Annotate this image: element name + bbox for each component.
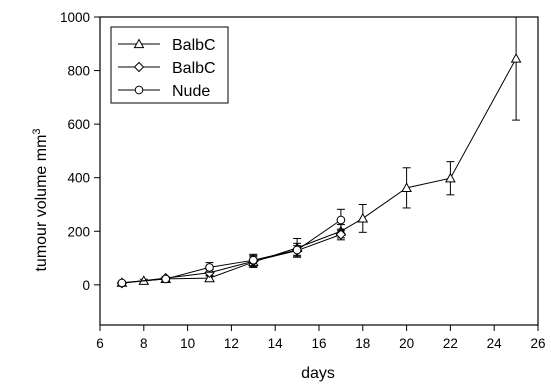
x-tick-label: 10 — [180, 336, 195, 351]
data-point — [117, 278, 127, 288]
data-marks — [116, 17, 522, 289]
y-axis-label-text: tumour volume mm — [33, 135, 50, 272]
x-tick-label: 12 — [224, 336, 239, 351]
x-tick-label: 22 — [443, 336, 458, 351]
data-point — [357, 212, 369, 223]
legend-label: Nude — [172, 83, 210, 100]
data-point — [445, 172, 456, 183]
legend-label: BalbC — [172, 37, 216, 54]
legend-item-circle: Nude — [118, 83, 210, 100]
x-tick-label: 6 — [96, 336, 104, 351]
data-point — [205, 263, 214, 272]
axis-ticks: 6 8 10 12 14 16 18 20 22 24 26 0 200 400 600 800 1000 — [60, 10, 546, 351]
x-tick-label: 26 — [530, 336, 545, 351]
series-line — [121, 219, 342, 284]
y-tick-label: 800 — [67, 64, 90, 79]
series-circle — [117, 208, 346, 288]
legend: BalbC BalbC Nude — [110, 26, 229, 104]
y-tick-label: 200 — [67, 224, 90, 239]
y-tick-label: 600 — [67, 117, 90, 132]
legend-marker — [133, 38, 145, 49]
x-tick-label: 20 — [399, 336, 414, 351]
y-tick-label: 400 — [67, 171, 90, 186]
series-line — [121, 234, 342, 284]
x-tick-label: 16 — [311, 336, 326, 351]
x-tick-label: 14 — [268, 336, 284, 351]
data-point — [248, 255, 258, 265]
data-point — [510, 52, 522, 63]
x-tick-label: 24 — [487, 336, 503, 351]
legend-label: BalbC — [172, 60, 216, 77]
legend-marker — [134, 85, 144, 95]
data-point — [161, 274, 171, 284]
data-point — [335, 229, 347, 240]
y-axis-label-superscript: 3 — [31, 128, 43, 134]
x-tick-label: 8 — [140, 336, 148, 351]
legend-item-triangle: BalbC — [118, 37, 216, 54]
data-point — [336, 215, 346, 225]
x-axis-label: days — [301, 365, 335, 382]
x-tick-label: 18 — [355, 336, 370, 351]
y-axis-label: tumour volume mm3 — [31, 128, 50, 271]
data-point — [401, 182, 412, 192]
y-tick-label: 0 — [82, 278, 90, 293]
y-tick-label: 1000 — [60, 10, 90, 25]
legend-item-diamond: BalbC — [118, 60, 216, 77]
legend-marker — [133, 61, 145, 73]
legend-items: BalbC BalbC Nude — [118, 37, 216, 100]
data-point — [292, 245, 302, 255]
series-diamond — [116, 228, 347, 289]
